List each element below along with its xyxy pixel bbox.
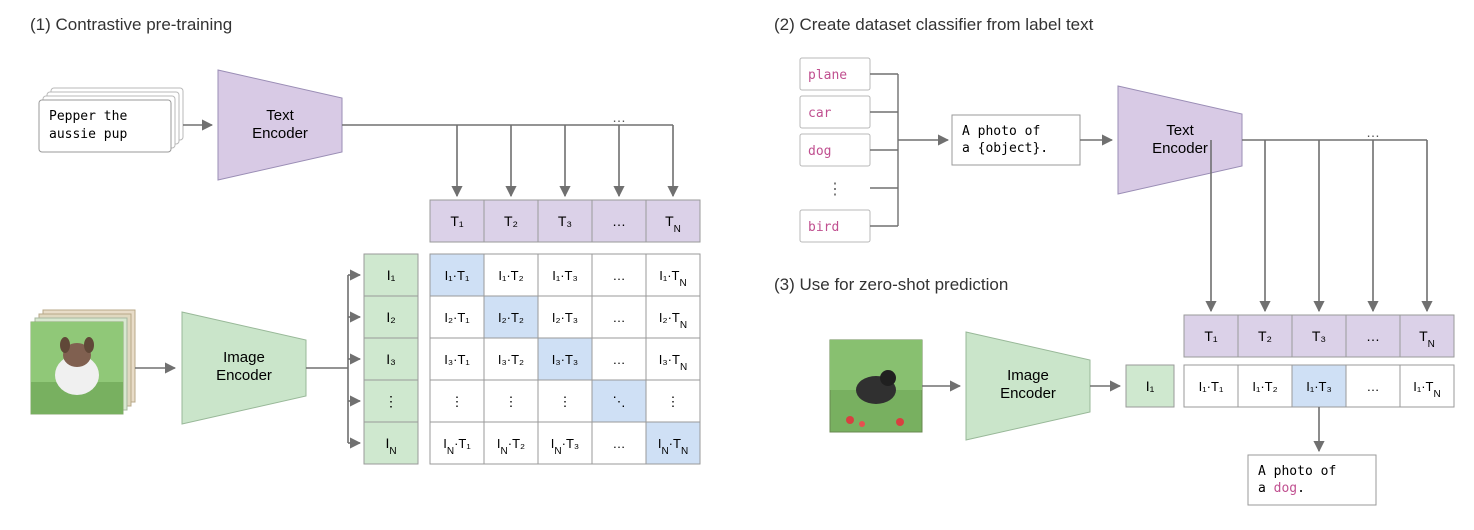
result-box: A photo of a dog. — [1248, 455, 1376, 505]
svg-text:I₁·T₂: I₁·T₂ — [498, 268, 523, 283]
svg-text:I₁: I₁ — [387, 267, 396, 283]
svg-text:Encoder: Encoder — [1000, 385, 1056, 402]
heading-1: (1) Contrastive pre-training — [30, 15, 232, 34]
text-encoder-block-2: Text Encoder — [1118, 86, 1242, 194]
svg-text:I₃: I₃ — [386, 351, 396, 367]
prompt-template-box: A photo of a {object}. — [952, 115, 1080, 165]
svg-text:dog: dog — [808, 144, 831, 159]
svg-text:Text: Text — [1166, 122, 1194, 139]
svg-text:I₁·T₃: I₁·T₃ — [1306, 379, 1332, 394]
svg-text:…: … — [613, 268, 626, 283]
svg-text:⋮: ⋮ — [505, 394, 518, 409]
query-image — [830, 340, 922, 432]
panel-classifier: (2) Create dataset classifier from label… — [774, 15, 1242, 242]
svg-text:car: car — [808, 106, 832, 121]
svg-text:I₂·T₂: I₂·T₂ — [498, 310, 524, 325]
svg-text:…: … — [1367, 379, 1380, 394]
heading-3: (3) Use for zero-shot prediction — [774, 275, 1008, 294]
svg-text:⋮: ⋮ — [451, 394, 464, 409]
heading-2: (2) Create dataset classifier from label… — [774, 15, 1094, 34]
svg-text:…: … — [612, 213, 626, 229]
svg-text:…: … — [613, 310, 626, 325]
svg-text:T₃: T₃ — [558, 213, 572, 229]
svg-text:T₁: T₁ — [1204, 328, 1218, 344]
svg-text:I₁·T₂: I₁·T₂ — [1252, 379, 1277, 394]
svg-text:I₁·T₁: I₁·T₁ — [1199, 379, 1224, 394]
svg-text:Encoder: Encoder — [216, 367, 272, 384]
svg-text:I₂: I₂ — [386, 309, 395, 325]
svg-text:⋮: ⋮ — [827, 181, 843, 198]
svg-text:…: … — [1366, 124, 1380, 140]
svg-text:I₁: I₁ — [1146, 378, 1155, 394]
svg-text:⋮: ⋮ — [384, 393, 398, 409]
svg-text:I₃·T₂: I₃·T₂ — [498, 352, 524, 367]
svg-text:T₂: T₂ — [1258, 328, 1272, 344]
diagram-root: (1) Contrastive pre-training Pepper the … — [0, 0, 1474, 530]
panel-zeroshot: (3) Use for zero-shot prediction Image E… — [774, 124, 1454, 505]
svg-text:T₃: T₃ — [1312, 328, 1326, 344]
svg-text:Image: Image — [1007, 367, 1049, 384]
svg-text:I₃·T₁: I₃·T₁ — [444, 352, 470, 367]
svg-text:bird: bird — [808, 220, 839, 235]
svg-text:A photo of: A photo of — [962, 124, 1040, 139]
panel-contrastive: (1) Contrastive pre-training Pepper the … — [30, 15, 700, 464]
result-line-2: a dog. — [1258, 481, 1305, 496]
svg-text:Encoder: Encoder — [1152, 140, 1208, 157]
svg-text:Image: Image — [223, 349, 265, 366]
svg-text:I₁·T₁: I₁·T₁ — [445, 268, 470, 283]
svg-text:a {object}.: a {object}. — [962, 141, 1048, 156]
svg-text:…: … — [1366, 328, 1380, 344]
svg-text:I₂·T₁: I₂·T₁ — [444, 310, 470, 325]
svg-text:T₁: T₁ — [450, 213, 464, 229]
text-encoder-block: Text Encoder — [218, 70, 342, 180]
svg-text:⋱: ⋱ — [613, 394, 626, 409]
text-card-line-2: aussie pup — [49, 127, 127, 142]
image-encoder-block: Image Encoder — [182, 312, 306, 424]
svg-text:plane: plane — [808, 68, 847, 83]
svg-text:Text: Text — [266, 107, 294, 124]
svg-text:…: … — [613, 436, 626, 451]
svg-text:T₂: T₂ — [504, 213, 518, 229]
svg-text:⋮: ⋮ — [667, 394, 680, 409]
label-list: plane car dog ⋮ bird — [800, 58, 870, 242]
text-card-line-1: Pepper the — [49, 109, 127, 124]
text-input-cards: Pepper the aussie pup — [39, 88, 183, 152]
image-encoder-block-2: Image Encoder — [966, 332, 1090, 440]
svg-text:Encoder: Encoder — [252, 125, 308, 142]
image-input-stack — [31, 310, 135, 414]
svg-text:A photo of: A photo of — [1258, 464, 1336, 479]
svg-text:I₃·T₃: I₃·T₃ — [552, 352, 578, 367]
svg-text:⋮: ⋮ — [559, 394, 572, 409]
svg-text:I₁·T₃: I₁·T₃ — [552, 268, 578, 283]
svg-text:…: … — [612, 109, 626, 125]
svg-text:…: … — [613, 352, 626, 367]
svg-text:I₂·T₃: I₂·T₃ — [552, 310, 578, 325]
